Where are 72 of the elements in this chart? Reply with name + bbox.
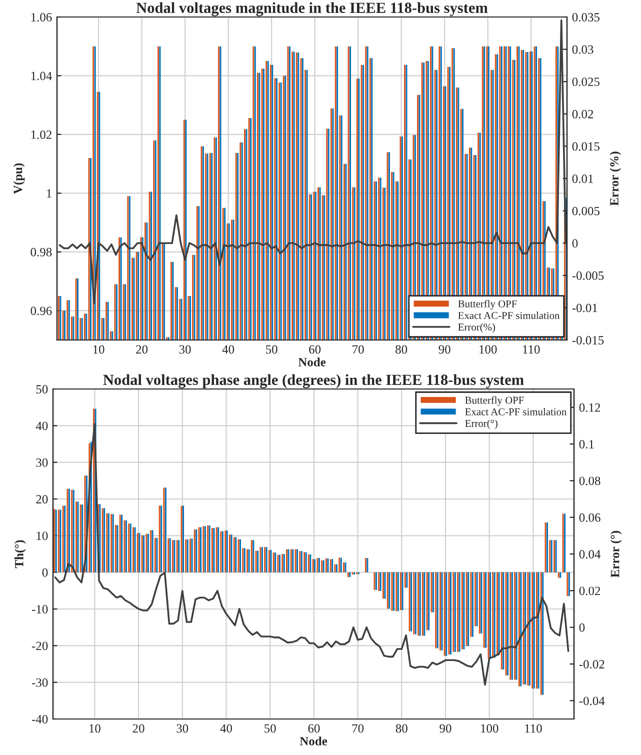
y2-tick-label: 0.02 bbox=[579, 586, 600, 596]
y-tick-label: -30 bbox=[32, 678, 48, 687]
y2-axis-title: Error (°) bbox=[610, 530, 622, 578]
x-tick-label: 10 bbox=[93, 345, 104, 354]
y2-tick-label: -0.015 bbox=[572, 336, 604, 345]
legend-label: Error(°) bbox=[465, 420, 498, 430]
x-tick-label: 110 bbox=[523, 345, 540, 354]
y2-tick-label: 0.08 bbox=[579, 476, 600, 486]
y-tick-label: 1 bbox=[46, 189, 52, 198]
y2-tick-label: -0.04 bbox=[579, 696, 605, 706]
x-tick-label: 80 bbox=[396, 345, 408, 354]
legend-label: Butterfly OPF bbox=[458, 300, 517, 310]
x-tick-label: 60 bbox=[309, 345, 321, 354]
y-axis-title: Th(°) bbox=[14, 540, 26, 568]
x-tick-label: 10 bbox=[90, 724, 100, 733]
y2-tick-label: 0.12 bbox=[579, 403, 600, 412]
y-tick-label: 0 bbox=[42, 568, 48, 577]
y2-tick-label: 0 bbox=[579, 623, 585, 632]
y-tick-label: -40 bbox=[32, 715, 48, 724]
x-tick-label: 70 bbox=[352, 345, 364, 354]
y2-tick-label: 0 bbox=[572, 239, 578, 248]
y2-tick-label: 0.005 bbox=[572, 206, 600, 216]
y2-axis-title: Error (%) bbox=[610, 152, 622, 206]
x-tick-label: 100 bbox=[480, 345, 497, 354]
y2-tick-label: 0.01 bbox=[572, 174, 593, 184]
y-tick-label: 1.06 bbox=[31, 13, 52, 22]
chart-title: Nodal voltages magnitude in the IEEE 118-bus system bbox=[136, 2, 488, 16]
x-tick-label: 40 bbox=[222, 345, 234, 354]
x-tick-label: 40 bbox=[220, 724, 232, 733]
x-tick-label: 30 bbox=[179, 345, 191, 354]
chart-title: Nodal voltages phase angle (degrees) in the IEEE 118-bus system bbox=[103, 374, 524, 388]
y-tick-label: -10 bbox=[32, 605, 48, 614]
y2-tick-label: -0.02 bbox=[579, 660, 604, 669]
y2-tick-label: 0.02 bbox=[572, 110, 594, 118]
y-tick-label: 10 bbox=[36, 532, 48, 540]
y-tick-label: 20 bbox=[36, 495, 48, 504]
x-tick-label: 50 bbox=[266, 345, 278, 354]
x-axis-title: Node bbox=[300, 736, 328, 746]
x-tick-label: 30 bbox=[176, 724, 188, 733]
x-tick-label: 50 bbox=[264, 724, 276, 733]
y2-tick-label: 0.03 bbox=[572, 45, 594, 54]
y2-tick-label: -0.005 bbox=[572, 271, 604, 280]
y2-tick-label: -0.01 bbox=[572, 304, 598, 312]
y2-tick-label: 0.025 bbox=[572, 78, 600, 86]
x-tick-label: 20 bbox=[132, 724, 144, 733]
legend-label: Butterfly OPF bbox=[465, 396, 524, 406]
x-tick-label: 110 bbox=[525, 724, 542, 733]
legend-label: Exact AC-PF simulation bbox=[465, 408, 567, 416]
x-tick-label: 20 bbox=[136, 345, 148, 354]
y-tick-label: 1.02 bbox=[31, 130, 52, 139]
x-tick-label: 80 bbox=[396, 724, 408, 733]
y2-tick-label: 0.06 bbox=[579, 513, 600, 522]
x-tick-label: 90 bbox=[440, 724, 452, 733]
y-tick-label: 1.04 bbox=[31, 72, 52, 80]
y-axis-title: V(pu) bbox=[13, 163, 25, 194]
y2-tick-label: 0.1 bbox=[579, 440, 594, 449]
x-tick-label: 100 bbox=[481, 724, 498, 733]
y-tick-label: -20 bbox=[32, 642, 48, 650]
y-tick-label: 30 bbox=[36, 458, 48, 467]
legend-label: Exact AC-PF simulation bbox=[458, 312, 560, 319]
y2-tick-label: 0.015 bbox=[572, 142, 600, 151]
x-tick-label: 90 bbox=[438, 345, 450, 354]
y2-tick-label: 0.04 bbox=[579, 550, 601, 559]
y-tick-label: 40 bbox=[36, 422, 48, 430]
x-tick-label: 70 bbox=[352, 724, 364, 733]
legend-label: Error(%) bbox=[458, 323, 495, 333]
y2-tick-label: 0.035 bbox=[572, 13, 600, 22]
x-tick-label: 60 bbox=[308, 724, 320, 733]
y-tick-label: 0.98 bbox=[30, 248, 52, 256]
y-tick-label: 0.96 bbox=[30, 306, 52, 316]
y-tick-label: 50 bbox=[36, 385, 48, 394]
x-axis-title: Node bbox=[298, 358, 326, 366]
